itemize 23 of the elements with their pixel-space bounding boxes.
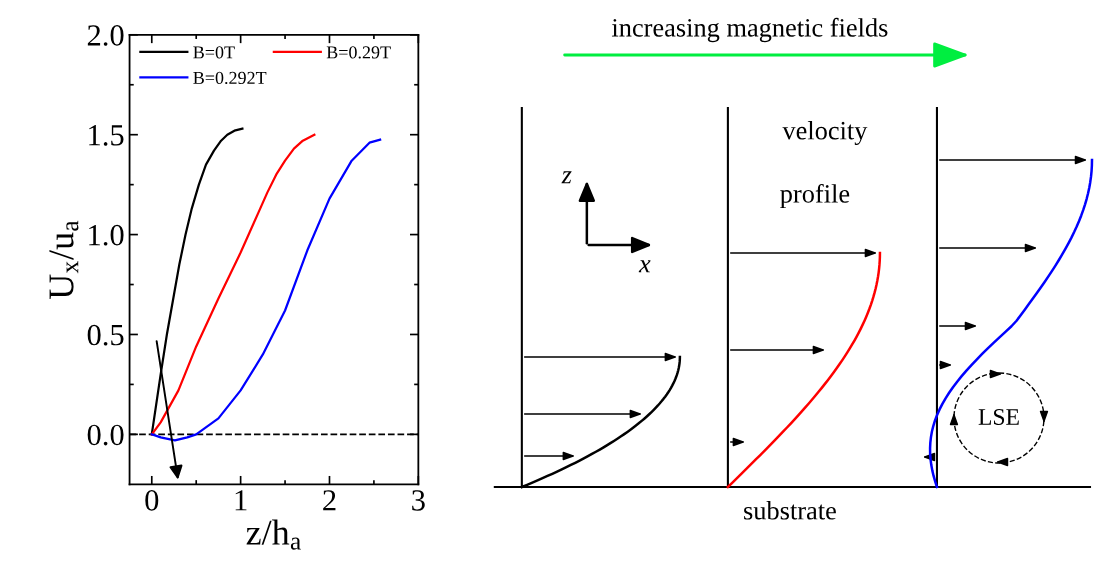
line-series	[150, 133, 316, 436]
text: substrate	[744, 501, 836, 520]
x-tick-label: 1	[235, 490, 247, 511]
text: LSE	[978, 409, 1019, 425]
y-tick-label: 0.5	[87, 324, 124, 346]
x-tick-label: 0	[145, 490, 159, 511]
text: increasing magnetic fields	[611, 17, 888, 43]
line-series	[150, 138, 382, 442]
x-axis-title: z/h$_{a}$	[246, 519, 301, 550]
text: velocity	[782, 121, 868, 145]
text: z	[561, 171, 572, 184]
legend-label: B=0.29T	[326, 46, 391, 59]
x-tick-label: 3	[412, 490, 425, 511]
y-axis-title: U$_{x}$/u$_{a}$	[49, 220, 79, 300]
y-tick-label: 1.0	[89, 224, 124, 246]
y-tick-label: 0.0	[87, 424, 124, 446]
y-tick-label: 2.0	[87, 25, 124, 46]
legend-label: B=0T	[193, 46, 235, 59]
legend-label: B=0.292T	[193, 71, 267, 85]
y-tick-label: 1.5	[89, 125, 124, 146]
text: profile	[780, 183, 850, 209]
text: x	[638, 260, 651, 273]
x-tick-label: 2	[323, 490, 336, 511]
